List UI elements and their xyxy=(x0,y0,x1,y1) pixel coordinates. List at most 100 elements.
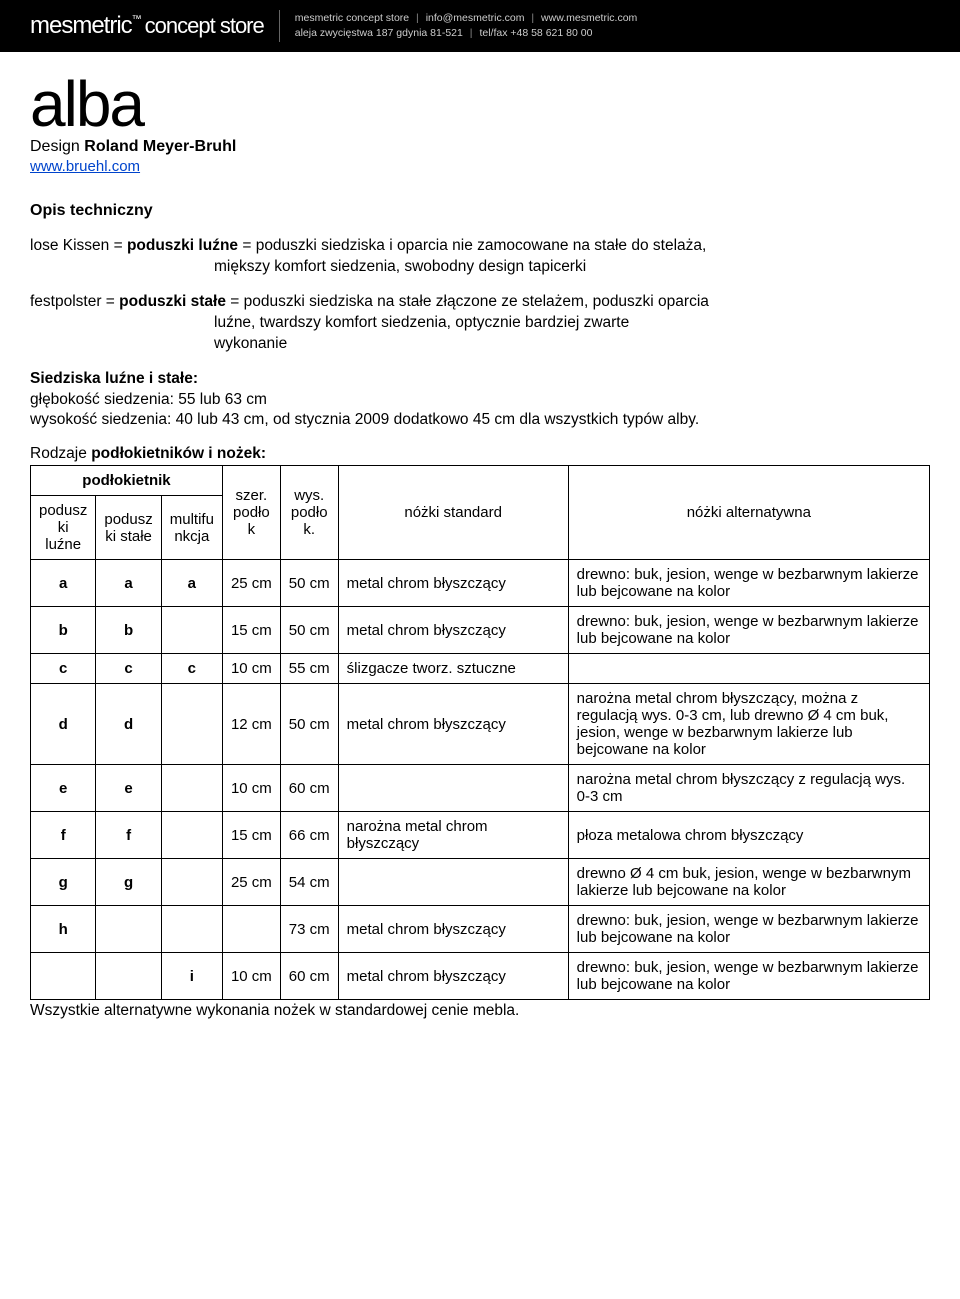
brand-sub: concept store xyxy=(145,13,264,38)
th-multi: multifu nkcja xyxy=(161,496,222,560)
table-cell-std: metal chrom błyszczący xyxy=(338,607,568,654)
table-cell-c2 xyxy=(96,953,161,1000)
table-cell-wy: 66 cm xyxy=(280,812,338,859)
table-cell-c1: c xyxy=(31,654,96,684)
th-alt: nóżki alternatywna xyxy=(568,466,929,560)
table-cell-c3 xyxy=(161,684,222,765)
table-cell-std: metal chrom błyszczący xyxy=(338,684,568,765)
table-cell-wy: 54 cm xyxy=(280,859,338,906)
desc-text: festpolster = xyxy=(30,293,119,310)
desc-indent: miększy komfort siedzenia, swobodny desi… xyxy=(214,257,930,278)
table-cell-c2: g xyxy=(96,859,161,906)
brand-logo: mesmetric™concept store xyxy=(30,12,264,40)
desc-bold: poduszki stałe xyxy=(119,293,226,310)
table-cell-c3 xyxy=(161,859,222,906)
table-cell-alt: drewno: buk, jesion, wenge w bezbarwnym … xyxy=(568,560,929,607)
th-szer: szer. podło k xyxy=(222,466,280,560)
table-cell-sz: 15 cm xyxy=(222,607,280,654)
contact-line-2: aleja zwycięstwa 187 gdynia 81-521 | tel… xyxy=(295,26,638,41)
description-2: festpolster = poduszki stałe = poduszki … xyxy=(30,292,930,355)
table-cell-sz: 10 cm xyxy=(222,765,280,812)
seats-block: Siedziska luźne i stałe: głębokość siedz… xyxy=(30,369,930,432)
table-cell-std: narożna metal chrom błyszczący xyxy=(338,812,568,859)
table-cell-std: metal chrom błyszczący xyxy=(338,560,568,607)
table-cell-sz: 25 cm xyxy=(222,560,280,607)
table-cell-wy: 73 cm xyxy=(280,906,338,953)
table-cell-alt: drewno Ø 4 cm buk, jesion, wenge w bezba… xyxy=(568,859,929,906)
table-cell-c3 xyxy=(161,812,222,859)
types-label: Rodzaje podłokietników i nożek: xyxy=(30,445,930,463)
table-cell-c3: c xyxy=(161,654,222,684)
table-row: ccc10 cm55 cmślizgacze tworz. sztuczne xyxy=(31,654,930,684)
table-cell-c3 xyxy=(161,607,222,654)
table-cell-alt: narożna metal chrom błyszczący, można z … xyxy=(568,684,929,765)
th-group: podłokietnik xyxy=(31,466,223,496)
table-cell-c2: a xyxy=(96,560,161,607)
table-cell-alt xyxy=(568,654,929,684)
footnote: Wszystkie alternatywne wykonania nożek w… xyxy=(30,1002,930,1020)
table-cell-std xyxy=(338,765,568,812)
table-cell-alt: drewno: buk, jesion, wenge w bezbarwnym … xyxy=(568,906,929,953)
table-cell-alt: płoza metalowa chrom błyszczący xyxy=(568,812,929,859)
table-cell-c2: c xyxy=(96,654,161,684)
desc-indent: wykonanie xyxy=(214,334,930,355)
tech-label: Opis techniczny xyxy=(30,202,930,220)
table-cell-std: ślizgacze tworz. sztuczne xyxy=(338,654,568,684)
table-row: aaa25 cm50 cmmetal chrom błyszczącydrewn… xyxy=(31,560,930,607)
desc-text: lose Kissen = xyxy=(30,237,127,254)
sep: | xyxy=(531,12,534,24)
table-cell-wy: 60 cm xyxy=(280,765,338,812)
contact-block: mesmetric concept store | info@mesmetric… xyxy=(295,11,638,40)
table-cell-c1: d xyxy=(31,684,96,765)
desc-text: = poduszki siedziska i oparcia nie zamoc… xyxy=(238,237,706,254)
th-luzne: podusz ki luźne xyxy=(31,496,96,560)
contact-phone: tel/fax +48 58 621 80 00 xyxy=(479,27,592,39)
designer-line: Design Roland Meyer-Bruhl xyxy=(30,138,930,156)
table-cell-c1 xyxy=(31,953,96,1000)
table-row: bb15 cm50 cmmetal chrom błyszczącydrewno… xyxy=(31,607,930,654)
table-cell-c1: e xyxy=(31,765,96,812)
table-cell-sz: 25 cm xyxy=(222,859,280,906)
contact-web: www.mesmetric.com xyxy=(541,12,637,24)
table-cell-alt: drewno: buk, jesion, wenge w bezbarwnym … xyxy=(568,953,929,1000)
top-header: mesmetric™concept store mesmetric concep… xyxy=(0,0,960,52)
contact-line-1: mesmetric concept store | info@mesmetric… xyxy=(295,11,638,26)
th-stale: podusz ki stałe xyxy=(96,496,161,560)
sep: | xyxy=(416,12,419,24)
header-divider xyxy=(279,10,280,42)
table-cell-c3: i xyxy=(161,953,222,1000)
table-row: ff15 cm66 cmnarożna metal chrom błyszczą… xyxy=(31,812,930,859)
desc-bold: poduszki luźne xyxy=(127,237,238,254)
table-cell-wy: 50 cm xyxy=(280,607,338,654)
contact-email: info@mesmetric.com xyxy=(426,12,525,24)
types-label-b: podłokietników i nożek: xyxy=(91,445,266,462)
table-cell-c2: e xyxy=(96,765,161,812)
spec-table: podłokietnik szer. podło k wys. podło k.… xyxy=(30,465,930,1000)
desc-indent: luźne, twardszy komfort siedzenia, optyc… xyxy=(214,313,930,334)
table-cell-c3 xyxy=(161,906,222,953)
table-cell-c1: f xyxy=(31,812,96,859)
table-cell-c2: f xyxy=(96,812,161,859)
description-1: lose Kissen = poduszki luźne = poduszki … xyxy=(30,236,930,278)
table-cell-c2: b xyxy=(96,607,161,654)
table-cell-wy: 50 cm xyxy=(280,684,338,765)
table-cell-c1: b xyxy=(31,607,96,654)
th-wys: wys. podło k. xyxy=(280,466,338,560)
contact-address: aleja zwycięstwa 187 gdynia 81-521 xyxy=(295,27,463,39)
desc-text: = poduszki siedziska na stałe złączone z… xyxy=(226,293,709,310)
table-cell-c3 xyxy=(161,765,222,812)
table-cell-sz: 12 cm xyxy=(222,684,280,765)
brand-url[interactable]: www.bruehl.com xyxy=(30,158,140,175)
table-row: h73 cmmetal chrom błyszczącydrewno: buk,… xyxy=(31,906,930,953)
th-std: nóżki standard xyxy=(338,466,568,560)
designer-name: Roland Meyer-Bruhl xyxy=(84,138,236,155)
content-area: alba Design Roland Meyer-Bruhl www.brueh… xyxy=(0,52,960,1050)
table-cell-c1: g xyxy=(31,859,96,906)
brand-main: mesmetric xyxy=(30,12,132,39)
table-cell-alt: narożna metal chrom błyszczący z regulac… xyxy=(568,765,929,812)
table-cell-wy: 60 cm xyxy=(280,953,338,1000)
table-row: i10 cm60 cmmetal chrom błyszczącydrewno:… xyxy=(31,953,930,1000)
table-cell-sz: 10 cm xyxy=(222,953,280,1000)
table-cell-c1: h xyxy=(31,906,96,953)
sep: | xyxy=(470,27,473,39)
